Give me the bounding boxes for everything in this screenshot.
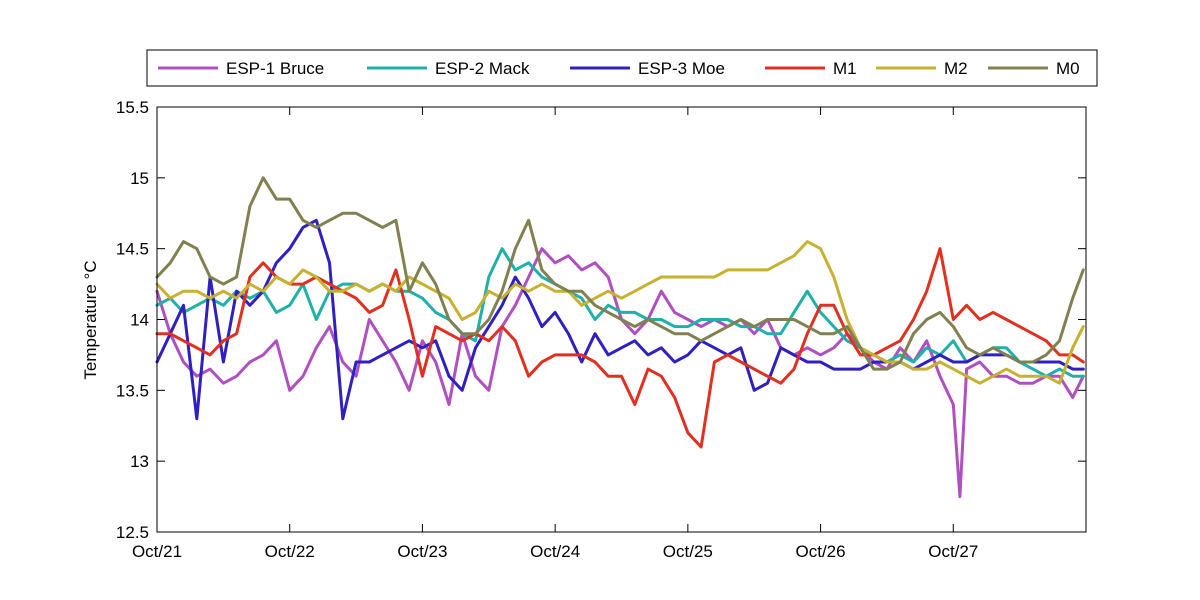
y-tick-label: 13.5	[116, 381, 149, 400]
y-tick-label: 14.5	[116, 240, 149, 259]
legend-label-5: M2	[944, 59, 968, 78]
legend-label-2: ESP-2 Mack	[435, 59, 530, 78]
axis-ticks	[156, 106, 1086, 533]
axis-tick-labels: 12.5 13 13.5 14 14.5 15 15.5 Oct/21 Oct/22 Oct/23…	[116, 98, 978, 561]
y-axis-title: Temperature °C	[81, 260, 100, 379]
y-tick-label: 12.5	[116, 523, 149, 542]
series-line-6	[155, 176, 1085, 371]
x-tick-label: Oct/27	[928, 542, 978, 561]
x-tick-label: Oct/26	[796, 542, 846, 561]
y-tick-label: 13	[130, 452, 149, 471]
x-tick-label: Oct/23	[397, 542, 447, 561]
x-tick-label: Oct/24	[530, 542, 580, 561]
x-tick-label: Oct/25	[663, 542, 713, 561]
legend-label-3: ESP-3 Moe	[638, 59, 725, 78]
series-line-3	[155, 218, 1085, 421]
legend-label-1: ESP-1 Bruce	[226, 59, 324, 78]
x-tick-label: Oct/22	[265, 542, 315, 561]
series-line-4	[155, 247, 1085, 449]
y-tick-label: 15.5	[116, 98, 149, 117]
y-tick-label: 15	[130, 169, 149, 188]
series-line-2	[155, 247, 1085, 378]
legend: ESP-1 Bruce ESP-2 Mack ESP-3 Moe M1 M2 M0	[146, 49, 1098, 87]
series-line-5	[155, 240, 1085, 385]
x-tick-label: Oct/21	[132, 542, 182, 561]
series-line-1	[155, 247, 1085, 499]
legend-label-6: M0	[1056, 59, 1080, 78]
plot-lines	[155, 176, 1085, 499]
legend-label-4: M1	[833, 59, 857, 78]
y-tick-label: 14	[130, 311, 149, 330]
